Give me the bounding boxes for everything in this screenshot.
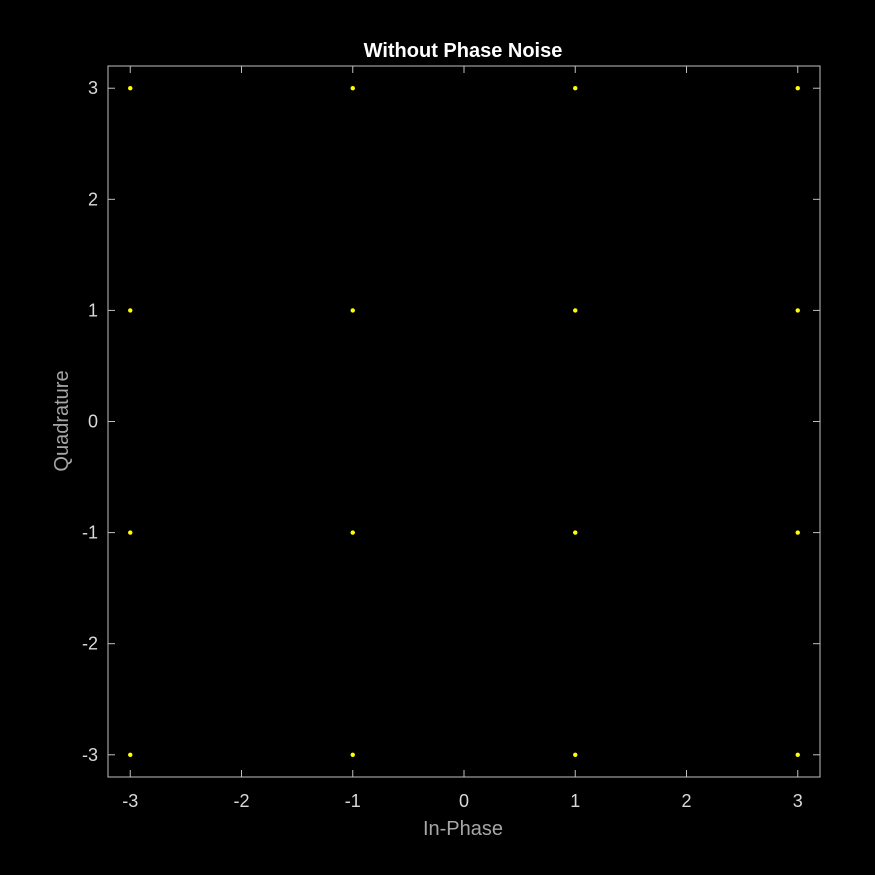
x-tick-label: 2 (681, 791, 691, 811)
constellation-point (128, 752, 133, 757)
y-tick-label: -1 (82, 523, 98, 543)
y-axis-label: Quadrature (51, 370, 73, 471)
constellation-point (795, 86, 800, 91)
constellation-point (573, 530, 578, 535)
x-tick-label: 1 (570, 791, 580, 811)
constellation-point (795, 752, 800, 757)
x-axis-label: In-Phase (423, 818, 503, 840)
x-tick-label: -2 (233, 791, 249, 811)
y-tick-label: -3 (82, 745, 98, 765)
constellation-point (795, 530, 800, 535)
y-tick-label: 3 (88, 78, 98, 98)
constellation-point (128, 530, 133, 535)
y-tick-label: 2 (88, 189, 98, 209)
constellation-point (128, 308, 133, 313)
constellation-point (795, 308, 800, 313)
constellation-point (350, 86, 355, 91)
y-tick-label: -2 (82, 634, 98, 654)
x-tick-label: 3 (793, 791, 803, 811)
constellation-point (573, 86, 578, 91)
x-tick-label: 0 (459, 791, 469, 811)
constellation-point (573, 752, 578, 757)
data-points (128, 86, 800, 757)
ticks-layer: -3 -2 -1 0 1 2 3 -3 -2 -1 0 1 2 3 (82, 66, 820, 811)
x-tick-label: -1 (345, 791, 361, 811)
chart-title: Without Phase Noise (364, 40, 563, 62)
y-tick-label: 1 (88, 300, 98, 320)
y-tick-label: 0 (88, 412, 98, 432)
constellation-point (128, 86, 133, 91)
constellation-point (350, 530, 355, 535)
constellation-point (573, 308, 578, 313)
constellation-point (350, 308, 355, 313)
x-tick-label: -3 (122, 791, 138, 811)
constellation-point (350, 752, 355, 757)
